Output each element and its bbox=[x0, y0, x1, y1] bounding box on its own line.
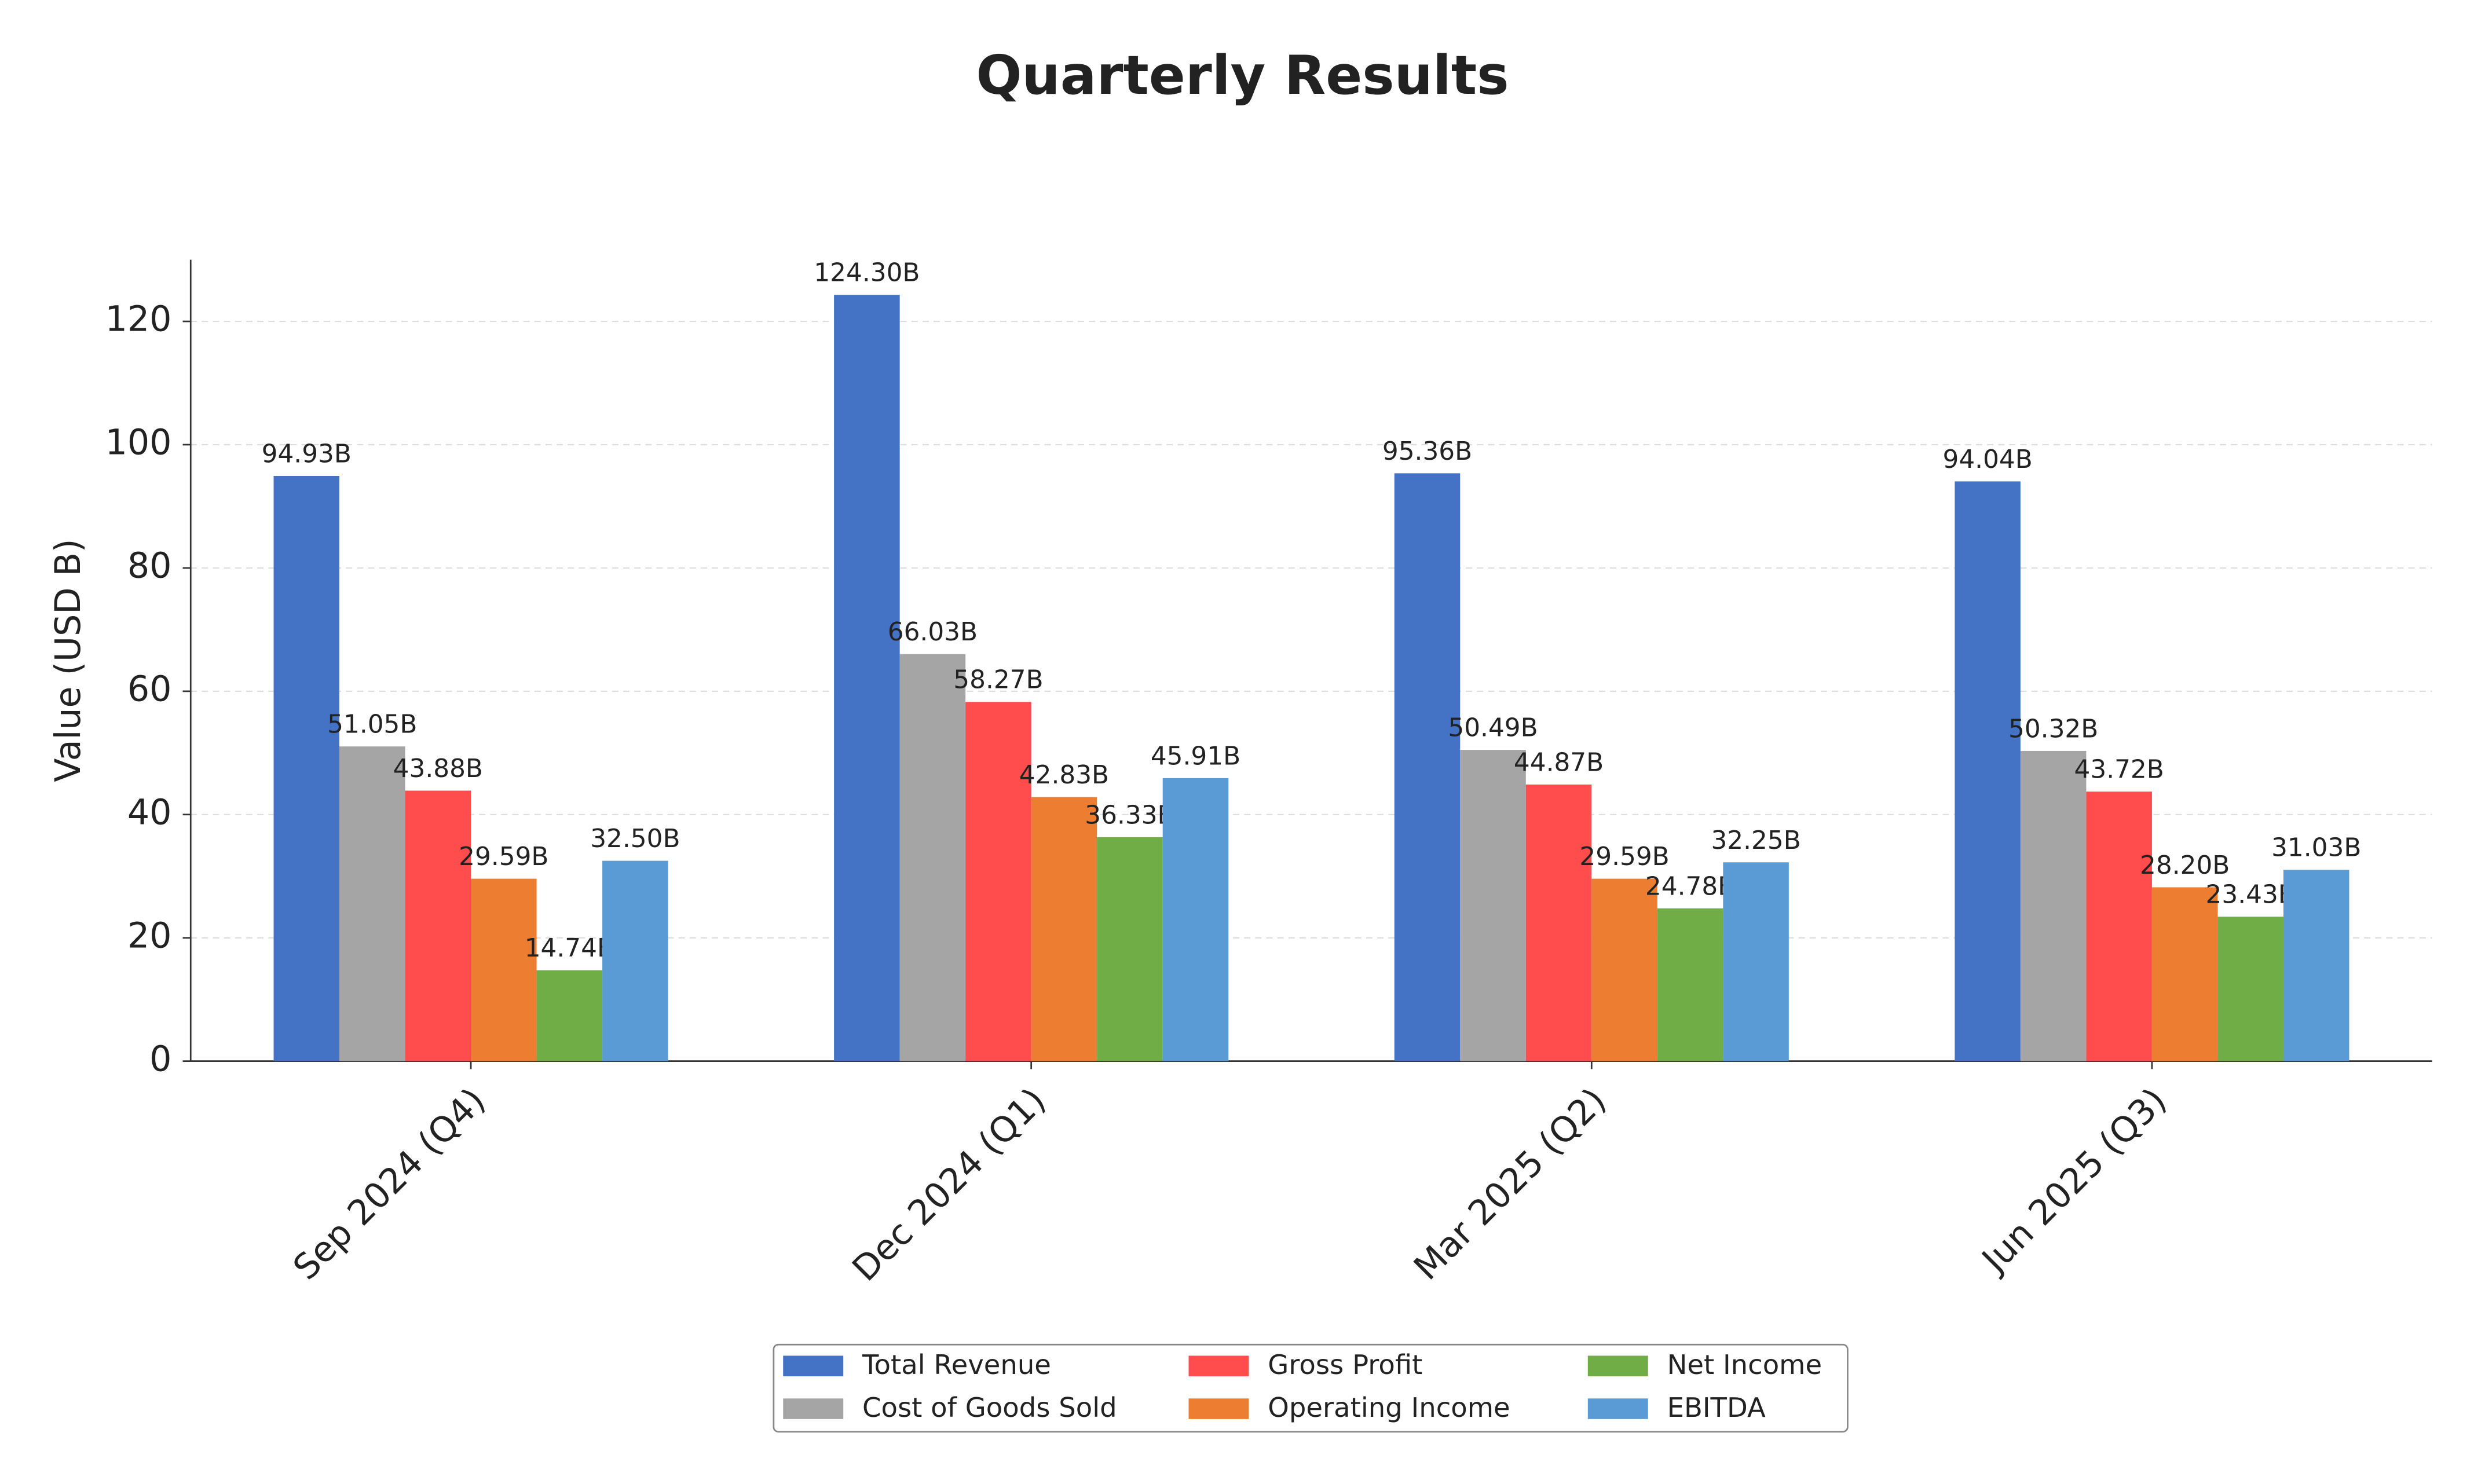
value-label: 28.20B bbox=[2140, 851, 2230, 880]
legend-swatch bbox=[783, 1398, 844, 1419]
value-label: 95.36B bbox=[1382, 437, 1472, 466]
value-label: 44.87B bbox=[1514, 748, 1604, 777]
bar bbox=[1097, 837, 1163, 1061]
bar bbox=[965, 702, 1031, 1061]
legend-label: EBITDA bbox=[1667, 1392, 1766, 1423]
bar bbox=[2086, 792, 2152, 1061]
y-tick-label: 120 bbox=[105, 299, 172, 340]
legend-label: Net Income bbox=[1667, 1349, 1822, 1380]
bar bbox=[273, 475, 340, 1061]
bar bbox=[471, 878, 537, 1061]
value-label: 14.74B bbox=[525, 933, 614, 963]
bar bbox=[1525, 784, 1592, 1061]
legend: Total Revenue Cost of Goods Sold Gross Pro… bbox=[773, 1343, 1849, 1433]
bar bbox=[1162, 778, 1229, 1061]
legend-swatch bbox=[1188, 1398, 1249, 1419]
x-tick-label: Mar 2025 (Q2) bbox=[1406, 1080, 1614, 1288]
value-label: 24.78B bbox=[1645, 871, 1735, 901]
y-tick-label: 0 bbox=[149, 1039, 171, 1079]
value-label: 43.88B bbox=[393, 754, 483, 783]
bar bbox=[2020, 750, 2087, 1061]
bar bbox=[1657, 908, 1723, 1061]
bar bbox=[405, 790, 471, 1061]
bar bbox=[2283, 870, 2349, 1061]
bar bbox=[1591, 878, 1657, 1061]
legend-swatch bbox=[1188, 1355, 1249, 1376]
bar bbox=[899, 654, 966, 1061]
bar bbox=[1723, 862, 1789, 1061]
value-label: 51.05B bbox=[327, 710, 417, 739]
bar bbox=[2151, 887, 2218, 1061]
legend-label: Cost of Goods Sold bbox=[862, 1392, 1117, 1423]
value-label: 29.59B bbox=[1579, 842, 1669, 871]
bar bbox=[1460, 750, 1526, 1061]
value-label: 45.91B bbox=[1151, 741, 1240, 771]
y-axis-label: Value (USD B) bbox=[48, 539, 89, 782]
x-tick-label: Dec 2024 (Q1) bbox=[845, 1080, 1054, 1289]
value-label: 94.04B bbox=[1942, 445, 2032, 474]
bar bbox=[2217, 917, 2283, 1061]
value-label: 50.49B bbox=[1448, 713, 1538, 743]
y-tick-label: 60 bbox=[127, 669, 172, 709]
value-label: 66.03B bbox=[888, 617, 978, 647]
y-tick-label: 100 bbox=[105, 423, 172, 463]
bar bbox=[1955, 481, 2021, 1061]
value-label: 32.50B bbox=[590, 824, 680, 853]
value-label: 29.59B bbox=[459, 842, 548, 871]
bar bbox=[602, 860, 668, 1061]
bar bbox=[339, 746, 405, 1061]
value-label: 50.32B bbox=[2008, 714, 2098, 743]
bar bbox=[834, 295, 900, 1061]
legend-label: Operating Income bbox=[1268, 1392, 1510, 1423]
legend-label: Total Revenue bbox=[862, 1349, 1051, 1380]
chart-title: Quarterly Results bbox=[976, 44, 1509, 107]
x-tick-label: Jun 2025 (Q3) bbox=[1973, 1080, 2175, 1282]
value-label: 58.27B bbox=[953, 665, 1043, 695]
y-tick-label: 80 bbox=[127, 546, 172, 587]
bar bbox=[536, 970, 603, 1061]
value-label: 36.33B bbox=[1085, 800, 1174, 830]
value-label: 94.93B bbox=[262, 439, 352, 468]
y-tick-label: 20 bbox=[127, 915, 172, 956]
legend-swatch bbox=[783, 1355, 844, 1376]
bar bbox=[1031, 797, 1097, 1061]
y-tick-label: 40 bbox=[127, 792, 172, 833]
value-label: 43.72B bbox=[2074, 755, 2164, 785]
value-label: 124.30B bbox=[814, 258, 920, 288]
value-label: 32.25B bbox=[1711, 826, 1800, 855]
value-label: 42.83B bbox=[1019, 760, 1109, 790]
value-label: 31.03B bbox=[2271, 833, 2361, 863]
legend-swatch bbox=[1587, 1355, 1648, 1376]
bar bbox=[1394, 473, 1461, 1061]
legend-swatch bbox=[1587, 1398, 1648, 1419]
legend-box bbox=[773, 1343, 1849, 1433]
x-tick-label: Sep 2024 (Q4) bbox=[286, 1080, 493, 1288]
value-label: 23.43B bbox=[2206, 880, 2296, 910]
legend-label: Gross Profit bbox=[1268, 1349, 1422, 1380]
